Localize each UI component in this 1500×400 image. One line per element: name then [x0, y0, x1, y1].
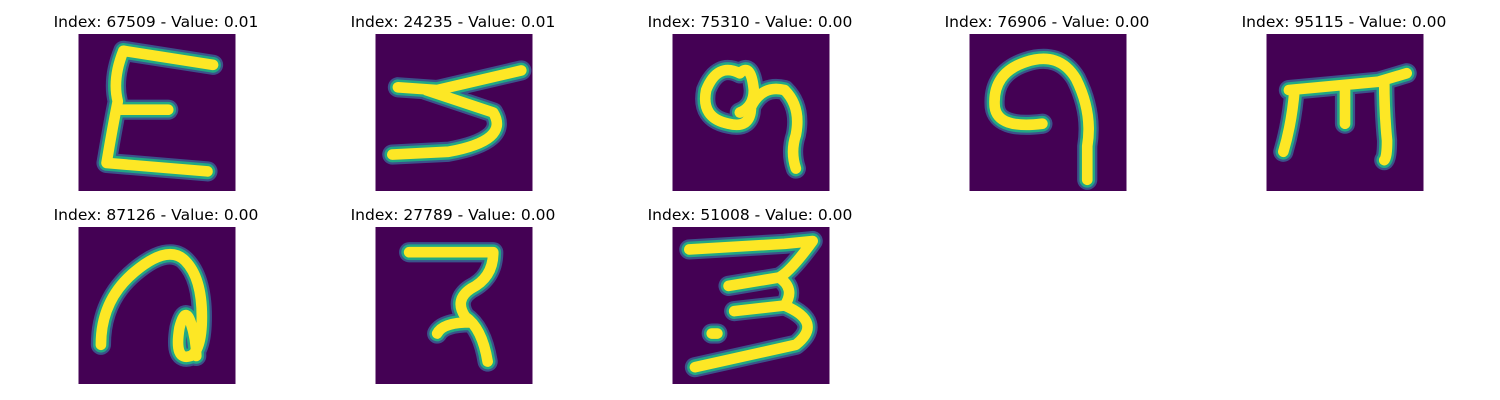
- image-panel-6: Index: 87126 - Value: 0.00: [26, 205, 286, 384]
- image-panel-4: Index: 76906 - Value: 0.00: [917, 12, 1177, 191]
- handwritten-glyph-icon: [1266, 34, 1424, 191]
- panel-title: Index: 95115 - Value: 0.00: [1241, 13, 1447, 31]
- image-panel-8: Index: 51008 - Value: 0.00: [620, 205, 880, 384]
- panel-title: Index: 75310 - Value: 0.00: [647, 13, 853, 31]
- panel-title: Index: 87126 - Value: 0.00: [53, 206, 259, 224]
- handwritten-glyph-icon: [672, 34, 830, 191]
- image-panel-5: Index: 95115 - Value: 0.00: [1214, 12, 1474, 191]
- image-panel-1: Index: 67509 - Value: 0.01: [26, 12, 286, 191]
- panel-title: Index: 76906 - Value: 0.00: [944, 13, 1150, 31]
- panel-title: Index: 51008 - Value: 0.00: [647, 206, 853, 224]
- handwritten-glyph-icon: [672, 227, 830, 384]
- image-panel-2: Index: 24235 - Value: 0.01: [323, 12, 583, 191]
- image-panel-3: Index: 75310 - Value: 0.00: [620, 12, 880, 191]
- panel-title: Index: 27789 - Value: 0.00: [350, 206, 556, 224]
- panel-title: Index: 67509 - Value: 0.01: [53, 13, 259, 31]
- handwritten-glyph-icon: [375, 227, 533, 384]
- image-panel-7: Index: 27789 - Value: 0.00: [323, 205, 583, 384]
- handwritten-glyph-icon: [375, 34, 533, 191]
- panel-title: Index: 24235 - Value: 0.01: [350, 13, 556, 31]
- handwritten-glyph-icon: [969, 34, 1127, 191]
- handwritten-glyph-icon: [78, 227, 236, 384]
- handwritten-glyph-icon: [78, 34, 236, 191]
